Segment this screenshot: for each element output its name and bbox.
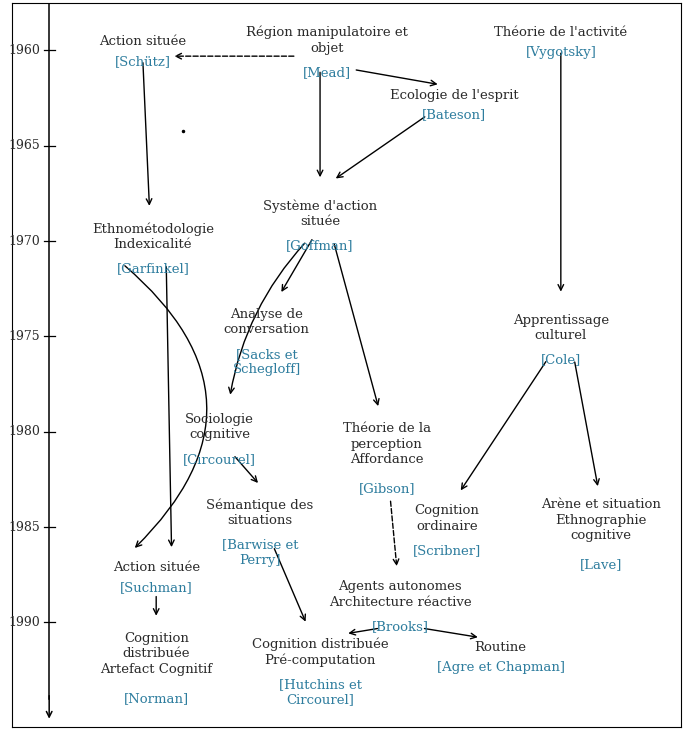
Text: Routine: Routine [475,642,527,654]
Text: Action située: Action située [99,35,186,48]
Text: [Barwise et
Perry]: [Barwise et Perry] [222,539,298,567]
Text: Action située: Action située [113,561,200,575]
Text: [Bateson]: [Bateson] [422,109,486,122]
Text: 1965: 1965 [9,139,40,153]
Text: Arène et situation
Ethnographie
cognitive: Arène et situation Ethnographie cognitiv… [541,499,661,542]
Text: [Schütz]: [Schütz] [115,55,171,68]
Text: Région manipulatoire et
objet: Région manipulatoire et objet [246,26,408,55]
Text: Théorie de l'activité: Théorie de l'activité [495,26,627,39]
Text: [Cole]: [Cole] [541,353,581,366]
Text: [Circourel]: [Circourel] [183,453,256,466]
Text: Système d'action
située: Système d'action située [263,199,377,228]
Text: [Norman]: [Norman] [124,692,189,705]
Text: Cognition
distribuée
Artefact Cognitif: Cognition distribuée Artefact Cognitif [100,632,212,676]
Text: [Brooks]: [Brooks] [372,620,429,634]
Text: Cognition
ordinaire: Cognition ordinaire [415,504,479,533]
Text: [Hutchins et
Circourel]: [Hutchins et Circourel] [278,677,362,706]
Text: 1980: 1980 [9,426,40,438]
Text: 1960: 1960 [9,44,40,57]
Text: [Suchman]: [Suchman] [120,581,193,594]
Text: [Vygotsky]: [Vygotsky] [525,46,596,58]
Text: [Goffman]: [Goffman] [287,239,354,252]
Text: [Agre et Chapman]: [Agre et Chapman] [436,661,564,675]
Text: 1975: 1975 [9,330,40,343]
Text: [Scribner]: [Scribner] [413,544,482,557]
Text: Analyse de
conversation: Analyse de conversation [224,308,309,337]
Text: 1985: 1985 [9,520,40,534]
Text: [Garfinkel]: [Garfinkel] [116,262,189,275]
Text: Sociologie
cognitive: Sociologie cognitive [185,412,254,441]
Text: [Mead]: [Mead] [303,66,351,79]
Text: Théorie de la
perception
Affordance: Théorie de la perception Affordance [343,422,431,466]
Text: [Gibson]: [Gibson] [358,483,415,495]
Text: Ecologie de l'esprit: Ecologie de l'esprit [389,88,518,101]
Text: 1970: 1970 [9,234,40,247]
Text: Agents autonomes
Architecture réactive: Agents autonomes Architecture réactive [329,580,472,609]
Text: Apprentissage
culturel: Apprentissage culturel [513,313,609,342]
Text: [Sacks et
Schegloff]: [Sacks et Schegloff] [233,347,301,377]
Text: 1990: 1990 [9,616,40,629]
Text: Cognition distribuée
Pré-computation: Cognition distribuée Pré-computation [252,637,389,667]
Text: Ethnométodologie
Indexicalité: Ethnométodologie Indexicalité [92,222,214,251]
Text: [Lave]: [Lave] [580,558,622,572]
Text: Sémantique des
situations: Sémantique des situations [207,499,313,528]
